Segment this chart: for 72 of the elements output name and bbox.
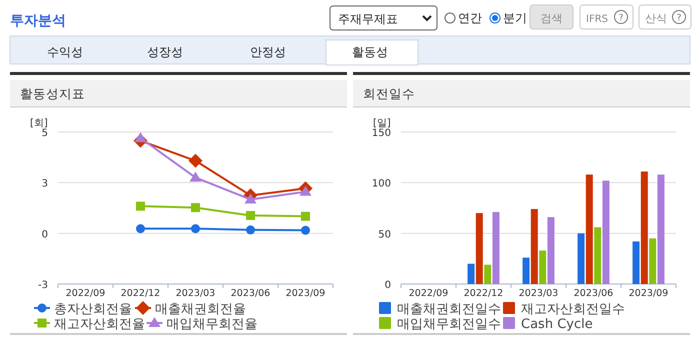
y-tick-label: -3 [38, 280, 48, 291]
text: 검색 [540, 12, 562, 25]
text: 산식 [645, 12, 667, 25]
legend-label: 매출채권회전일수 [397, 302, 501, 317]
y-tick-label: 0 [384, 280, 391, 291]
x-tick-label: 2023/06 [230, 288, 270, 299]
y-axis-title: [일] [373, 118, 391, 129]
text: ? [676, 14, 682, 24]
text: IFRS [586, 14, 608, 25]
bar [522, 258, 530, 284]
chart-title: 활동성지표 [20, 86, 85, 101]
point [191, 224, 200, 234]
point [300, 186, 312, 196]
point [244, 193, 256, 204]
bar [632, 241, 640, 284]
bar [594, 227, 602, 284]
text: 주재무제표 [338, 12, 398, 26]
point [190, 172, 202, 182]
x-tick-label: 2023/03 [176, 288, 216, 299]
legend-label: Cash Cycle [521, 317, 593, 332]
x-tick-label: 2022/09 [66, 288, 106, 299]
bar [530, 209, 538, 284]
bar [578, 233, 585, 284]
bar [492, 212, 500, 284]
bar [539, 250, 546, 284]
legend-label: 매입채무회전율 [166, 317, 258, 332]
text: 연간 [458, 11, 482, 25]
text: 성장성 [147, 45, 183, 59]
point [246, 225, 255, 234]
point [301, 226, 310, 235]
bar [586, 174, 593, 284]
text: 투자분석 [10, 13, 66, 29]
point [136, 224, 145, 234]
point [188, 154, 202, 168]
bar [657, 174, 664, 284]
bar [476, 213, 483, 284]
text: 분기 [503, 11, 527, 25]
x-tick-label: 2023/09 [628, 288, 668, 299]
x-tick-label: 2022/12 [120, 288, 160, 299]
bar [547, 217, 554, 284]
x-tick-label: 2022/12 [464, 288, 504, 299]
x-tick-label: 2022/09 [408, 288, 448, 299]
legend-label: 매출채권회전율 [155, 302, 246, 317]
y-tick-label: 5 [42, 128, 48, 139]
point [136, 202, 145, 211]
bar [649, 238, 656, 284]
legend-label: 매입채무회전일수 [397, 317, 501, 332]
point [301, 212, 310, 221]
bar [640, 172, 648, 284]
y-tick-label: 150 [372, 128, 391, 139]
y-axis-title: [회] [30, 118, 48, 129]
y-tick-label: 3 [42, 178, 48, 190]
bar [468, 264, 475, 284]
legend-label: 재고자산회전율 [54, 317, 145, 332]
text: ? [618, 14, 624, 24]
x-tick-label: 2023/03 [518, 288, 558, 299]
text: 수익성 [47, 45, 83, 59]
point [134, 132, 146, 142]
x-tick-label: 2023/06 [574, 288, 614, 299]
text: 활동성 [352, 45, 388, 59]
legend-label: 총자산회전율 [54, 302, 132, 317]
legend-label: 재고자산회전일수 [521, 302, 625, 317]
text: 안정성 [250, 45, 286, 59]
y-tick-label: 50 [378, 229, 391, 240]
bar [484, 264, 492, 284]
y-tick-label: 100 [372, 178, 391, 190]
point [246, 211, 255, 220]
chart-title: 회전일수 [363, 86, 415, 101]
bar [602, 180, 610, 284]
point [191, 203, 200, 212]
y-tick-label: 0 [42, 229, 48, 240]
x-tick-label: 2023/09 [286, 288, 326, 299]
